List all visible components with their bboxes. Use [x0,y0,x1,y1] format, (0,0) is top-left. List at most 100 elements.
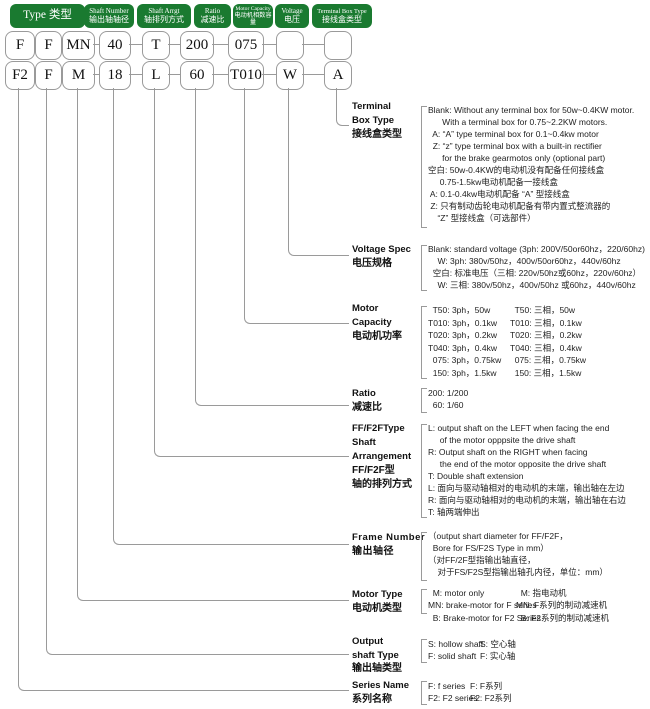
code-box: 075 [228,31,264,60]
capacity-en: 150: 3ph，1.5kw [428,367,497,378]
bracket [421,245,427,291]
bracket [421,532,427,581]
motor-type-en: B: Brake-motor for F2 Series [428,612,541,623]
capacity-en: T010: 3ph，0.1kw [428,317,497,328]
series-en: F2: F2 series [428,693,478,703]
code-box: 18 [99,61,131,90]
output-shaft-en: S: hollow shaft [428,639,484,649]
note-line: A: “A” type terminal box for 0.1~0.4kw m… [428,129,599,139]
label-line-cn: 电动机类型 [352,603,402,614]
note-line: Z: “z” type terminal box with a built-in… [428,141,602,151]
label-line-cn: 电压规格 [352,258,392,269]
note-line: W: 三相: 380v/50hz，400v/50hz 或60hz，440v/60… [428,280,636,290]
connector-line [262,44,276,45]
label-line: Shaft [352,437,376,448]
note-line: 空白: 50w-0.4KW的电动机没有配备任何接线盒 [428,165,605,175]
motor-type-en: M: motor only [428,588,485,598]
note-line: 200: 1/200 [428,388,469,398]
capacity-en: 075: 3ph，0.75kw [428,355,502,365]
label-line: Voltage Spec [352,244,411,255]
label-line-cn: 减速比 [352,402,382,413]
code-box: MN [62,31,95,60]
note-line: 空白: 标准电压（三相: 220v/50hz或60hz，220v/60hz） [428,268,642,278]
connector-line [129,74,142,75]
note-line: Bore for FS/F2S Type in mm） [428,543,549,553]
connector-line [212,44,228,45]
motor-type-cn: MN: F系列的制动减速机 [516,600,608,611]
header-type: Type 类型 [10,4,85,28]
section-label-frame-number: Frame Number 输出轴径 [352,531,426,559]
code-box: F [5,31,35,60]
capacity-row: T040: 3ph，0.4kw T040: 三相，0.4kw [428,342,586,355]
capacity-row: T010: 3ph，0.1kw T010: 三相，0.1kw [428,317,586,330]
label-line: Frame Number [352,532,426,543]
capacity-cn: T010: 三相，0.1kw [510,317,582,328]
output-shaft-cn: S: 空心轴 [480,639,516,649]
label-line: Terminal [352,101,391,112]
output-shaft-table: S: hollow shaft S: 空心轴 F: solid shaft F: 实… [428,638,516,662]
code-box: 200 [180,31,214,60]
shaft-arrangement-notes: L: output shaft on the LEFT when facing … [428,422,626,518]
connector-line [212,74,228,75]
output-shaft-row: S: hollow shaft S: 空心轴 [428,638,516,650]
section-label-ratio: Ratio 减速比 [352,387,426,415]
label-line: Arrangement [352,451,412,462]
motor-type-row: M: motor only M: 指电动机 [428,587,609,599]
bracket [421,424,427,518]
leader-line-series-name [18,88,349,691]
code-box: T010 [228,61,264,90]
motor-type-table: M: motor only M: 指电动机 MN: brake-motor fo… [428,587,609,624]
label-line-cn: 输出轴径 [352,546,394,557]
label-line: FF/F2FType [352,423,405,434]
label-line: Box Type [352,115,395,126]
label-line: shaft Type [352,649,399,661]
voltage-notes: Blank: standard voltage (3ph: 200V/50or6… [428,243,645,291]
series-cn: F: F系列 [470,681,503,691]
capacity-row: 075: 3ph，0.75kw 075: 三相，0.75kw [428,354,586,367]
leader-line-output-shaft [46,88,349,655]
note-line: Z: 只有制动齿轮电动机配备有带内置式整流器的 [428,201,611,211]
note-line: W: 3ph: 380v/50hz，400v/50or60hz，440v/60h… [428,256,621,266]
note-line: Blank: Without any terminal box for 50w~… [428,105,635,115]
connector-line [168,74,180,75]
note-line: “Z” 型接线盒（可选部件） [428,213,536,223]
capacity-en: T020: 3ph，0.2kw [428,330,497,340]
frame-number-notes: （output shart diameter for FF/F2F， Bore … [428,530,608,578]
bracket [421,388,427,413]
note-line: 对于FS/F2S型指输出轴孔内径，单位：mm） [428,567,608,577]
header-type-label: Type 类型 [23,9,72,22]
label-line-cn: FF/F2F型 [352,465,395,476]
capacity-row: T50: 3ph，50w T50: 三相，50w [428,304,586,317]
label-line: Capacity [352,317,392,328]
header-cn: 输出轴轴径 [89,15,129,25]
label-line: Motor [352,303,379,314]
section-label-motor-capacity: Motor Capacity 电动机功率 [352,302,426,344]
code-box: 40 [99,31,131,60]
label-line: Ratio [352,388,376,399]
code-box-blank [324,31,352,60]
code-box: W [276,61,304,90]
code-box: L [142,61,170,90]
bracket [421,639,427,663]
terminal-box-notes: Blank: Without any terminal box for 50w~… [428,104,634,224]
header-terminal-box-type: Terminal Box Type 接线盒类型 [312,4,372,28]
label-line: Series Name [352,680,410,691]
code-box: T [142,31,170,60]
note-line: L: output shaft on the LEFT when facing … [428,423,610,433]
note-line: 60: 1/60 [428,400,464,410]
series-row: F2: F2 series F2: F2系列 [428,692,512,704]
series-cn: F2: F2系列 [470,693,512,703]
header-en: Terminal Box Type [317,7,367,15]
note-line: （output shart diameter for FF/F2F， [428,531,568,541]
header-en: Shaft Number [89,7,129,16]
capacity-cn: T50: 三相，50w [510,305,576,315]
header-ratio: Ratio 减速比 [194,4,231,28]
connector-line [302,44,324,45]
capacity-cn: T020: 三相，0.2kw [510,330,582,340]
code-box: M [62,61,95,90]
bracket [421,306,427,379]
section-label-series-name: Series Name 系列名称 [352,679,426,707]
section-label-voltage: Voltage Spec 电压规格 [352,243,426,271]
series-name-table: F: f series F: F系列 F2: F2 series F2: F2系列 [428,680,512,704]
code-box: A [324,61,352,90]
